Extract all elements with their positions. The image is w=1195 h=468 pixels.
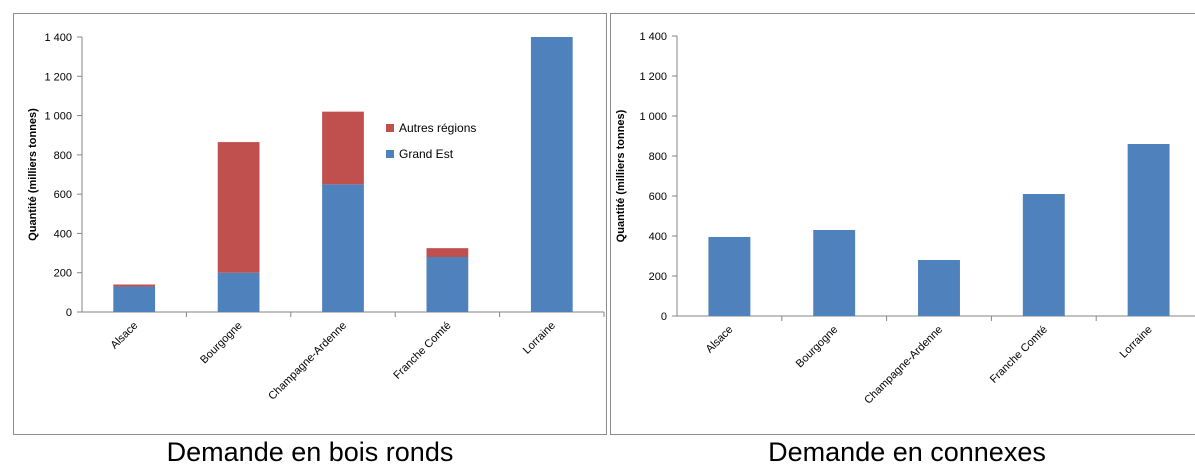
bar-franche-comte-grand-est [426, 257, 469, 312]
bar-lorraine [1127, 144, 1170, 316]
y-tick-label: 400 [649, 231, 667, 243]
bar-bourgogne [813, 230, 856, 316]
y-tick-label: 1 400 [44, 32, 72, 44]
bar-franche-comte-autres-regions [426, 248, 469, 257]
legend-label-grand-est: Grand Est [399, 147, 454, 161]
legend-swatch-autres-regions [386, 124, 394, 132]
x-tick-label-bourgogne: Bourgogne [198, 320, 245, 367]
y-tick-label: 1 400 [639, 31, 667, 43]
chart-panel-connexes: 0 200 400 600 800 1 000 1 200 1 400 Alsace Bourgo… [610, 13, 1195, 435]
bar-alsace [708, 237, 751, 316]
y-tick-label: 1 200 [639, 71, 667, 83]
bar-alsace-autres-regions [113, 284, 156, 287]
x-tick-label-franche-comte: Franche Comté [391, 320, 453, 382]
bar-champagne-ardenne [918, 260, 960, 316]
chart-bois-ronds: 0 200 400 600 800 1 000 1 200 1 400 Alsace Bourgo… [27, 32, 605, 403]
x-tick-label-lorraine: Lorraine [1118, 324, 1155, 361]
x-tick-label-champagne-ardenne: Champagne-Ardenne [862, 324, 945, 407]
y-tick-label: 1 000 [639, 111, 667, 123]
x-tick-label-bourgogne: Bourgogne [794, 324, 841, 371]
y-tick-label: 0 [66, 307, 72, 319]
legend-swatch-grand-est [386, 150, 394, 158]
y-tick-label: 800 [54, 150, 72, 162]
bar-alsace-grand-est [113, 286, 156, 312]
legend-label-autres-regions: Autres régions [399, 121, 476, 135]
x-tick-label-alsace: Alsace [704, 324, 736, 356]
y-tick-label: 400 [54, 228, 72, 240]
bar-franche-comte [1022, 194, 1065, 316]
y-tick-label: 600 [54, 189, 72, 201]
y-tick-label: 200 [54, 268, 72, 280]
caption-bois-ronds: Demande en bois ronds [166, 437, 454, 467]
y-tick-label: 800 [649, 151, 667, 163]
y-tick-label: 200 [649, 271, 667, 283]
bar-lorraine-grand-est [530, 37, 573, 312]
x-tick-label-champagne-ardenne: Champagne-Ardenne [266, 320, 349, 403]
bar-champagne-ardenne-autres-regions [322, 111, 364, 185]
chart-panel-bois-ronds: 0 200 400 600 800 1 000 1 200 1 400 Alsace Bourgo… [13, 13, 607, 435]
x-tick-label-lorraine: Lorraine [521, 320, 558, 357]
chart-connexes: 0 200 400 600 800 1 000 1 200 1 400 Alsace Bourgo… [615, 31, 1195, 407]
y-tick-label: 1 000 [44, 111, 72, 123]
bar-bourgogne-autres-regions [217, 142, 260, 273]
y-axis-title: Quantité (milliers tonnes) [27, 108, 39, 241]
bar-champagne-ardenne-grand-est [322, 184, 364, 312]
y-axis-title: Quantité (milliers tonnes) [615, 109, 627, 242]
y-tick-label: 0 [661, 311, 667, 323]
x-tick-label-alsace: Alsace [108, 320, 140, 352]
x-tick-label-franche-comte: Franche Comté [988, 324, 1050, 386]
caption-connexes: Demande en connexes [768, 437, 1046, 467]
bar-bourgogne-grand-est [217, 272, 260, 312]
y-tick-label: 1 200 [44, 71, 72, 83]
y-tick-label: 600 [649, 191, 667, 203]
